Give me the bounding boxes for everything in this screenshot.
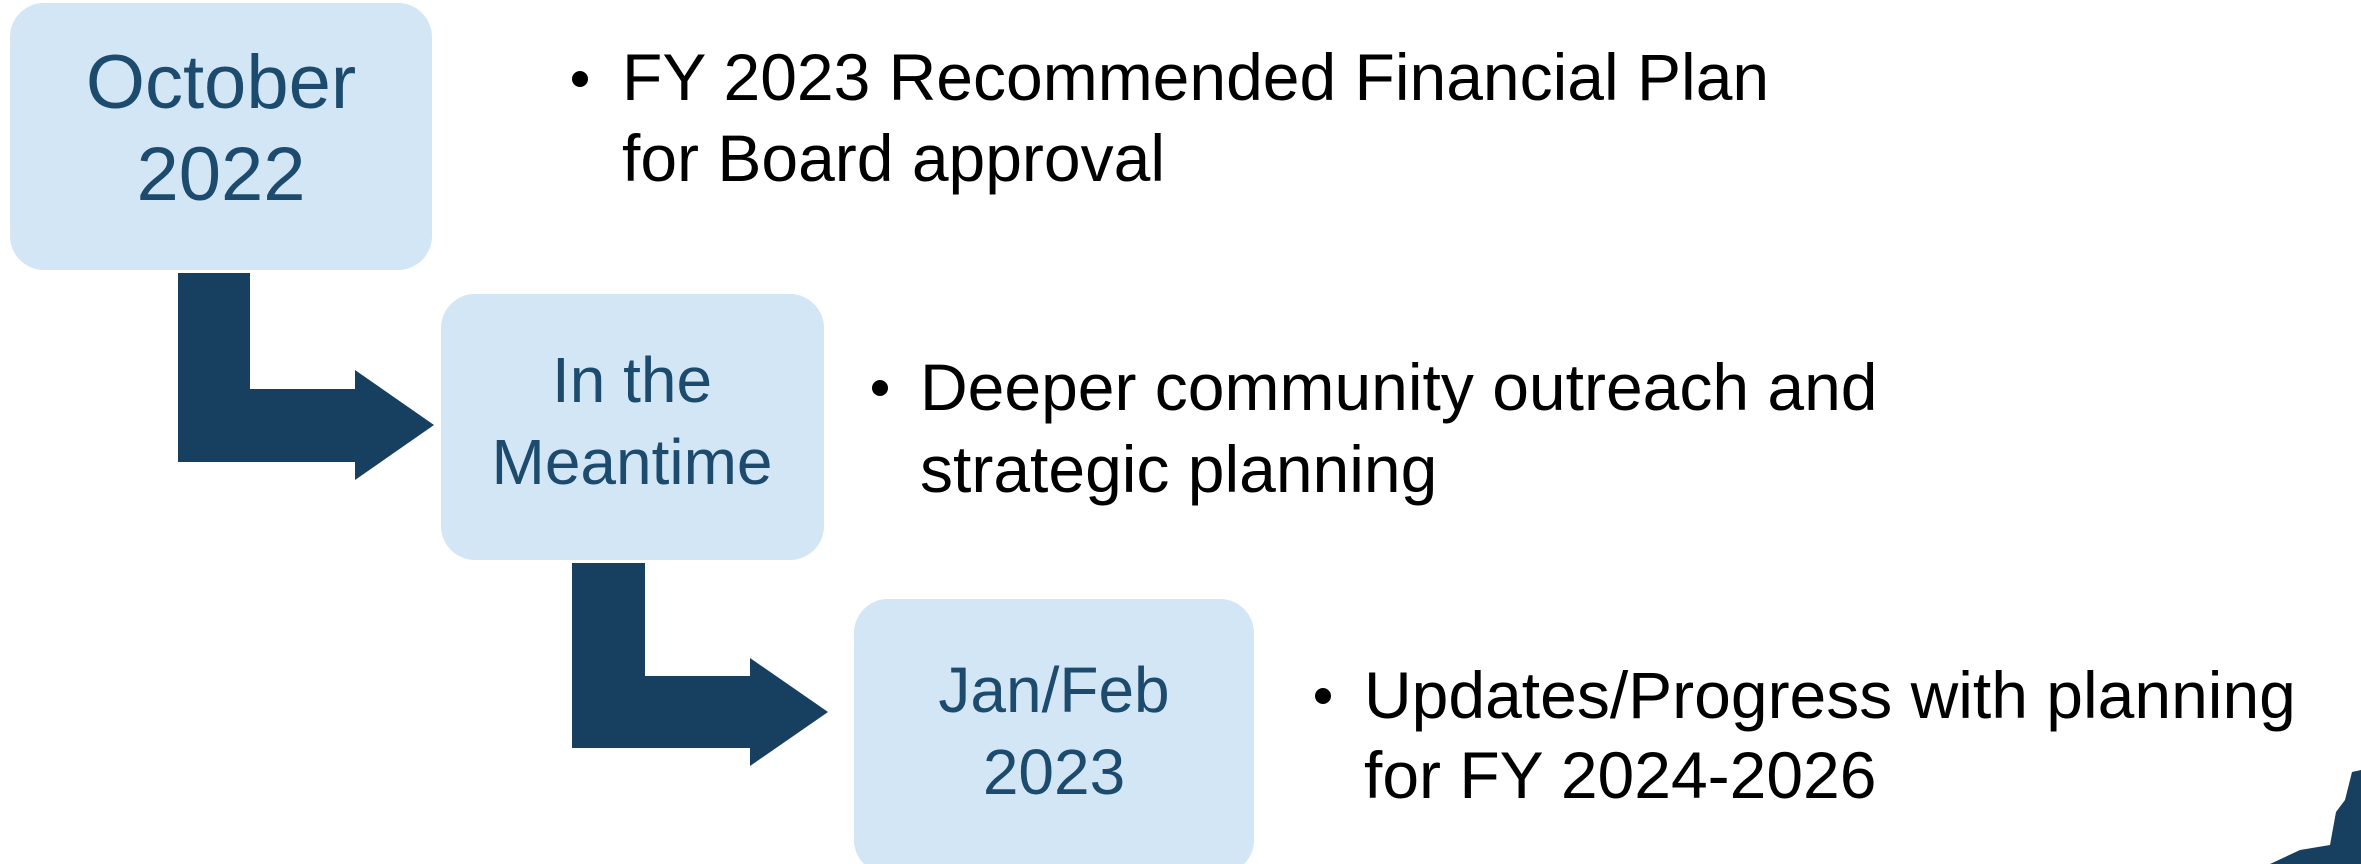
bullet-dot (572, 71, 588, 87)
date-text: Jan/Feb (938, 654, 1169, 726)
date-text: 2022 (136, 132, 305, 217)
bullet-dot (872, 380, 888, 396)
date-text: Meantime (492, 426, 773, 498)
bullet-text: for FY 2024-2026 (1364, 738, 1876, 812)
bullet-text: FY 2023 Recommended Financial Plan (622, 40, 1769, 114)
bullet-dot (1315, 688, 1331, 704)
bent-arrow (572, 563, 828, 766)
date-box (854, 599, 1254, 864)
date-text: In the (552, 344, 712, 416)
bent-arrow (178, 273, 434, 480)
bullet-text: Deeper community outreach and (920, 350, 1878, 424)
bullet-text: Updates/Progress with planning (1364, 658, 2296, 732)
date-box (10, 3, 432, 270)
date-box (441, 294, 824, 560)
date-text: October (86, 40, 356, 125)
logo-fragment (2270, 770, 2361, 864)
bullet-text: for Board approval (622, 121, 1165, 195)
date-text: 2023 (983, 736, 1125, 808)
bullet-text: strategic planning (920, 432, 1437, 506)
